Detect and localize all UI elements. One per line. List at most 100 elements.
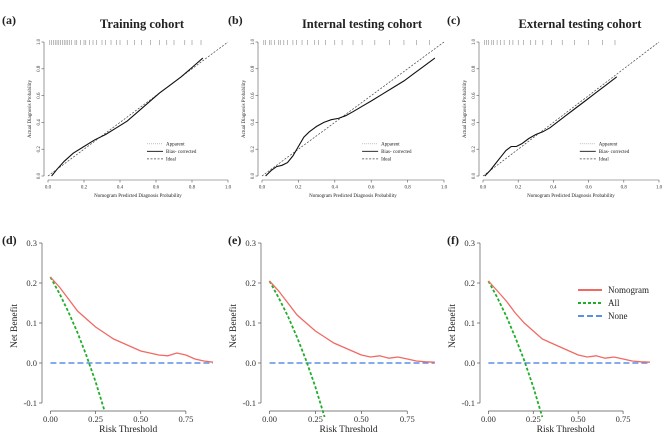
y-tick-label: 0.2 bbox=[251, 146, 256, 153]
y-axis-label: Net Benefit bbox=[228, 304, 239, 348]
y-axis-label: Net Benefit bbox=[9, 304, 20, 348]
x-tick-label: 0.00 bbox=[262, 414, 277, 424]
calibration-plot-internal: 0.0 0.2 0.4 0.6 0.8 1.0 0.0 0.2 0.4 0.6 0.8 1.0 Nomo… bbox=[242, 38, 448, 199]
y-tick-label: 0.3 bbox=[245, 238, 256, 248]
panel-letter-e: (e) bbox=[228, 233, 241, 247]
x-axis-label: Nomogram Predicted Diagnosis Probability bbox=[94, 194, 182, 199]
y-tick-label: 0.1 bbox=[464, 318, 475, 328]
x-axis-label: Risk Threshold bbox=[320, 425, 378, 435]
nomogram-line bbox=[487, 280, 651, 363]
nomogram-line bbox=[269, 280, 435, 363]
y-tick-label: 0.4 bbox=[251, 119, 256, 126]
ideal-line bbox=[47, 41, 229, 177]
y-tick-label: 0.1 bbox=[26, 318, 37, 328]
x-tick-label: 0.6 bbox=[585, 186, 592, 191]
y-tick-label: 0.2 bbox=[245, 278, 256, 288]
x-axis-label: Nomogram Predicted Diagnosis Probability bbox=[309, 194, 397, 199]
y-tick-label: 0.0 bbox=[37, 172, 42, 179]
y-tick-label: 1.0 bbox=[251, 38, 256, 45]
y-tick-label: 0.6 bbox=[472, 92, 477, 99]
y-tick-label: 0.8 bbox=[37, 65, 42, 72]
y-tick-label: 1.0 bbox=[37, 38, 42, 45]
x-axis-label: Risk Threshold bbox=[99, 425, 157, 435]
y-tick-label: 0.0 bbox=[472, 172, 477, 179]
dca-legend: Nomogram All None bbox=[578, 285, 649, 321]
calibration-plot-training: 0.0 0.2 0.4 0.6 0.8 1.0 0.0 0.2 0.4 0.6 0.8 1.0 Nomo… bbox=[28, 38, 232, 199]
x-tick-label: 0.50 bbox=[133, 414, 148, 424]
x-tick-label: 0.2 bbox=[295, 186, 302, 191]
x-tick-label: 0.6 bbox=[368, 186, 375, 191]
y-tick-label: 0.1 bbox=[245, 318, 256, 328]
y-tick-label: -0.1 bbox=[24, 398, 37, 408]
panel-a-title: Training cohort bbox=[100, 17, 185, 31]
calibration-plot-external: 0.0 0.2 0.4 0.6 0.8 1.0 0.0 0.2 0.4 0.6 0.8 1.0 Nomo… bbox=[463, 38, 663, 199]
bias-corrected-line bbox=[265, 57, 436, 177]
legend-label: Bias- corrected bbox=[599, 150, 630, 155]
y-tick-label: 0.6 bbox=[251, 92, 256, 99]
y-tick-label: 0.0 bbox=[245, 358, 256, 368]
panel-letter-d: (d) bbox=[2, 233, 17, 247]
x-tick-label: 0.00 bbox=[481, 414, 496, 424]
x-tick-label: 0.25 bbox=[308, 414, 323, 424]
x-axis-label: Nomogram Predicted Diagnosis Probability bbox=[527, 194, 615, 199]
x-tick-label: 1.0 bbox=[441, 186, 448, 191]
x-tick-label: 0.75 bbox=[400, 414, 415, 424]
x-tick-label: 0.25 bbox=[526, 414, 541, 424]
y-tick-label: 0.2 bbox=[26, 278, 37, 288]
x-tick-label: 0.8 bbox=[189, 186, 196, 191]
all-line bbox=[487, 280, 544, 418]
panel-c-title: External testing cohort bbox=[519, 17, 643, 31]
y-tick-label: 1.0 bbox=[472, 38, 477, 45]
panel-letter-a: (a) bbox=[2, 13, 16, 27]
y-axis-label: Net Benefit bbox=[447, 304, 458, 348]
bias-corrected-line bbox=[484, 76, 618, 177]
y-tick-label: 0.3 bbox=[26, 238, 37, 248]
x-tick-label: 1.0 bbox=[656, 186, 663, 191]
legend-label: Ideal bbox=[166, 158, 177, 163]
legend-label: Apparent bbox=[599, 143, 618, 148]
legend-label: Apparent bbox=[166, 143, 185, 148]
x-tick-label: 0.50 bbox=[571, 414, 586, 424]
legend-label: Bias- corrected bbox=[166, 150, 197, 155]
y-axis-label: Actual Diagnosis Probability bbox=[28, 79, 33, 138]
x-tick-label: 0.6 bbox=[153, 186, 160, 191]
x-tick-label: 0.00 bbox=[43, 414, 58, 424]
legend-none-label: None bbox=[608, 311, 628, 321]
legend-label: Ideal bbox=[381, 158, 392, 163]
dca-plot-external: 0.00 0.25 0.50 0.75 -0.1 0.0 0.1 0.2 0.3 Risk Thr… bbox=[447, 238, 651, 435]
y-tick-label: 0.4 bbox=[472, 119, 477, 126]
x-tick-label: 0.4 bbox=[332, 186, 339, 191]
bias-corrected-line bbox=[51, 57, 204, 177]
y-tick-label: 0.2 bbox=[37, 146, 42, 153]
y-tick-label: 0.8 bbox=[251, 65, 256, 72]
y-tick-label: 0.2 bbox=[464, 278, 475, 288]
legend-label: Apparent bbox=[381, 143, 400, 148]
x-tick-label: 0.0 bbox=[259, 186, 266, 191]
nomogram-line bbox=[49, 276, 214, 363]
y-tick-label: 0.2 bbox=[472, 146, 477, 153]
panel-letter-f: (f) bbox=[447, 233, 459, 247]
x-tick-label: 0.75 bbox=[178, 414, 193, 424]
all-line bbox=[49, 276, 106, 412]
x-tick-label: 0.8 bbox=[621, 186, 628, 191]
y-tick-label: 0.3 bbox=[464, 238, 475, 248]
y-tick-label: 0.0 bbox=[251, 172, 256, 179]
ideal-line bbox=[261, 41, 445, 177]
x-tick-label: 0.0 bbox=[480, 186, 487, 191]
x-tick-label: 0.75 bbox=[616, 414, 631, 424]
y-axis-label: Actual Diagnosis Probability bbox=[242, 79, 247, 138]
legend-label: Bias- corrected bbox=[381, 150, 412, 155]
panel-letter-b: (b) bbox=[228, 13, 243, 27]
x-tick-label: 0.2 bbox=[81, 186, 88, 191]
y-tick-label: 0.0 bbox=[26, 358, 37, 368]
dca-plot-internal: 0.00 0.25 0.50 0.75 -0.1 0.0 0.1 0.2 0.3 Risk Thr… bbox=[228, 238, 435, 435]
all-line bbox=[268, 280, 326, 418]
y-tick-label: 0.4 bbox=[37, 119, 42, 126]
x-tick-label: 0.4 bbox=[550, 186, 557, 191]
y-tick-label: -0.1 bbox=[462, 398, 475, 408]
y-axis-label: Actual Diagnosis Probability bbox=[463, 79, 468, 138]
x-tick-label: 0.4 bbox=[117, 186, 124, 191]
x-tick-label: 1.0 bbox=[225, 186, 232, 191]
